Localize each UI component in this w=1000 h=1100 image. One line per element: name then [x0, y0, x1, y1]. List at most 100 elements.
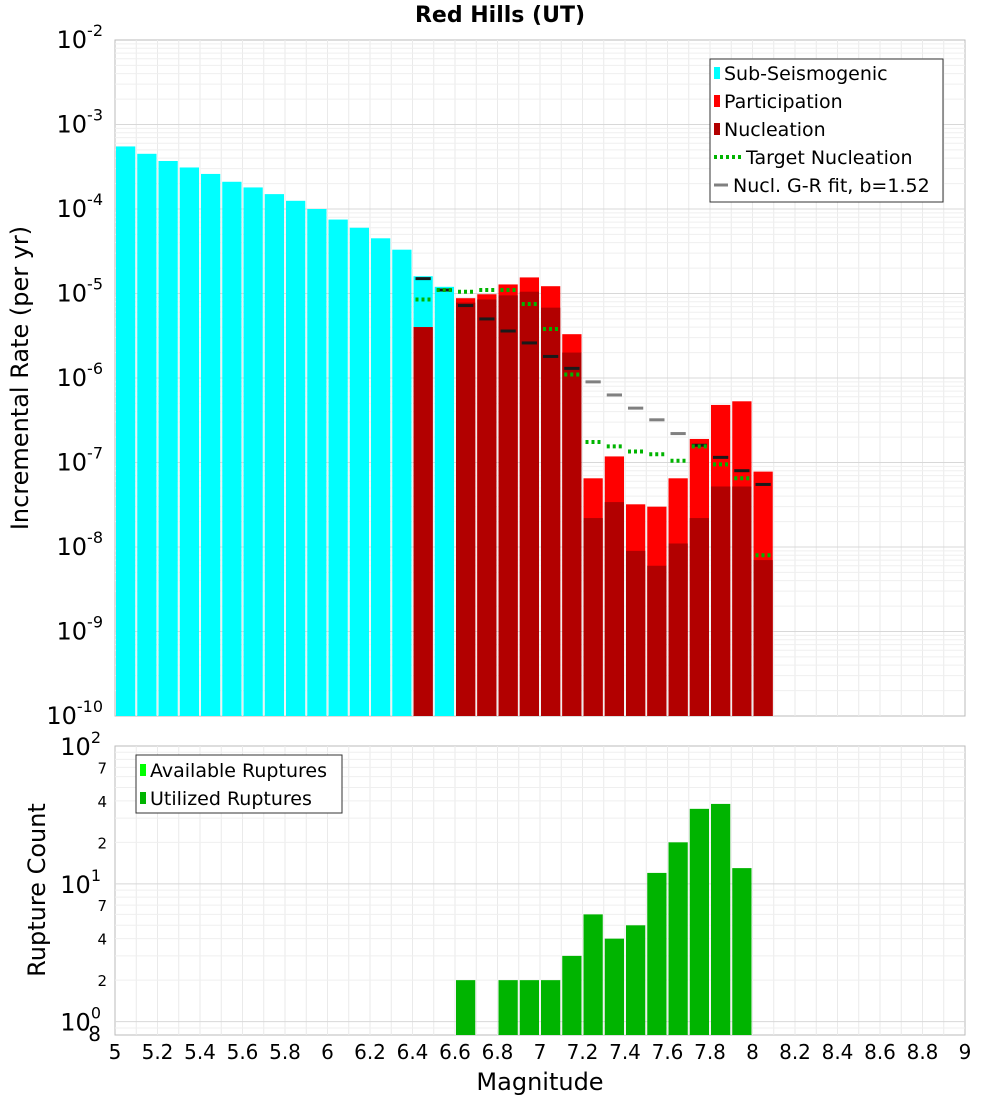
bottom-y-tick-label: 101: [60, 866, 101, 899]
legend-available-ruptures: Available Ruptures: [150, 760, 327, 782]
top-y-tick-label: 10-7: [57, 444, 104, 477]
utilized-ruptures-bar: [647, 872, 667, 1035]
top-y-tick-label: 10-10: [46, 697, 103, 730]
utilized-ruptures-bar: [711, 803, 731, 1035]
top-y-tick-label: 10-8: [57, 528, 104, 561]
bottom-y-tick-label: 2: [97, 972, 107, 990]
bottom-y-tick-label: 4: [97, 931, 107, 949]
utilized-ruptures-bar: [626, 925, 646, 1035]
legend-utilized-ruptures: Utilized Ruptures: [150, 788, 312, 810]
sub-seismogenic-bar: [201, 173, 221, 716]
nucleation-bar: [519, 291, 539, 716]
top-y-ticks: 10-10 10-9 10-8 10-7 10-6 10-5 10-4 10-3 10-2: [46, 21, 103, 730]
x-tick-label: 8.6: [864, 1040, 896, 1064]
sub-seismogenic-bar: [307, 209, 327, 716]
nucleation-bar: [732, 486, 752, 716]
legend-sub-seismogenic: Sub-Seismogenic: [724, 63, 888, 85]
utilized-ruptures-bar: [519, 980, 539, 1035]
top-bars: [116, 146, 773, 717]
bottom-y-ticks: 2 4 7 2 4 7 100 101 102 8: [60, 728, 107, 1046]
x-tick-label: 6.2: [354, 1040, 386, 1064]
x-tick-label: 8.8: [907, 1040, 939, 1064]
x-tick-label: 6.4: [397, 1040, 429, 1064]
nucleation-bar: [626, 550, 646, 716]
top-y-axis-label: Incremental Rate (per yr): [6, 226, 34, 530]
top-y-tick-label: 10-9: [57, 613, 104, 646]
x-tick-label: 5.4: [184, 1040, 216, 1064]
x-tick-label: 8.2: [779, 1040, 811, 1064]
bottom-y-tick-label: 4: [97, 793, 107, 811]
x-ticks: 5 5.2 5.4 5.6 5.8 6 6.2 6.4 6.6 6.8 7 7.2 7.4 7.6 7.8 8…: [109, 1040, 972, 1064]
x-axis-label: Magnitude: [476, 1068, 603, 1096]
sub-seismogenic-bar: [328, 219, 348, 717]
utilized-ruptures-bar: [583, 914, 603, 1035]
top-y-tick-label: 10-2: [57, 21, 104, 54]
sub-seismogenic-bar: [179, 167, 199, 717]
x-tick-label: 7.6: [652, 1040, 684, 1064]
legend-nucleation-swatch: [714, 123, 720, 135]
nucleation-bar: [753, 560, 773, 716]
bottom-y-tick-label: 7: [97, 897, 107, 915]
x-tick-label: 8.4: [822, 1040, 854, 1064]
legend-gr-fit: Nucl. G-R fit, b=1.52: [733, 175, 930, 197]
top-legend-box: [709, 58, 944, 203]
nucleation-bar: [604, 502, 624, 716]
bottom-y-tick-label: 102: [60, 728, 101, 761]
bottom-grid: [115, 746, 965, 1035]
sub-seismogenic-bar: [264, 194, 284, 716]
x-tick-label: 8: [746, 1040, 759, 1064]
sub-seismogenic-bar: [286, 200, 306, 717]
nucleation-bar: [689, 518, 709, 716]
nucleation-bar: [583, 518, 603, 716]
x-tick-label: 7: [534, 1040, 547, 1064]
nucleation-bar: [456, 302, 476, 716]
sub-seismogenic-bar: [434, 286, 454, 716]
bottom-y-tick-label: 7: [97, 759, 107, 777]
x-tick-label: 7.8: [694, 1040, 726, 1064]
x-tick-label: 6.8: [482, 1040, 514, 1064]
legend-participation: Participation: [724, 91, 843, 113]
sub-seismogenic-bar: [158, 160, 178, 717]
top-y-tick-label: 10-6: [57, 359, 104, 392]
sub-seismogenic-bar: [137, 153, 157, 717]
nucleation-bar: [668, 543, 688, 716]
utilized-ruptures-bar: [541, 980, 561, 1035]
utilized-ruptures-bar: [498, 980, 518, 1035]
top-legend: Sub-Seismogenic Participation Nucleation…: [709, 58, 944, 203]
sub-seismogenic-bar: [222, 181, 242, 717]
nucleation-bar: [647, 565, 667, 716]
utilized-ruptures-bar: [689, 808, 709, 1035]
chart-title: Red Hills (UT): [415, 3, 585, 28]
bottom-legend-box: [135, 754, 343, 814]
utilized-ruptures-bar: [562, 955, 582, 1035]
nucleation-bar: [541, 307, 561, 716]
nucleation-bar: [711, 486, 731, 716]
bottom-y-axis-label: Rupture Count: [23, 803, 51, 977]
legend-sub-seismogenic-swatch: [714, 67, 720, 79]
sub-seismogenic-bar: [349, 227, 369, 716]
top-y-tick-label: 10-5: [57, 275, 104, 308]
bottom-y-tick-label: 2: [97, 834, 107, 852]
nucleation-bar: [498, 295, 518, 716]
bottom-y-tick-label: 8: [88, 1022, 101, 1046]
utilized-ruptures-bar: [456, 980, 476, 1035]
nucleation-bar: [413, 327, 433, 716]
top-y-tick-label: 10-3: [57, 106, 104, 139]
top-y-tick-label: 10-4: [57, 190, 104, 223]
x-tick-label: 5: [109, 1040, 122, 1064]
utilized-ruptures-bar: [668, 842, 688, 1035]
x-tick-label: 6.6: [439, 1040, 471, 1064]
nucleation-bar: [477, 299, 497, 716]
sub-seismogenic-bar: [371, 238, 391, 717]
bottom-y-tick-label: 100: [60, 1004, 101, 1037]
top-lines: [415, 277, 771, 558]
x-tick-label: 9: [959, 1040, 972, 1064]
sub-seismogenic-bar: [116, 146, 136, 717]
utilized-ruptures-bar: [732, 868, 752, 1035]
nucleation-bar: [562, 352, 582, 716]
utilized-ruptures-bar: [604, 938, 624, 1035]
x-tick-label: 5.6: [227, 1040, 259, 1064]
x-tick-label: 5.2: [142, 1040, 174, 1064]
legend-target-nucleation: Target Nucleation: [745, 147, 913, 169]
